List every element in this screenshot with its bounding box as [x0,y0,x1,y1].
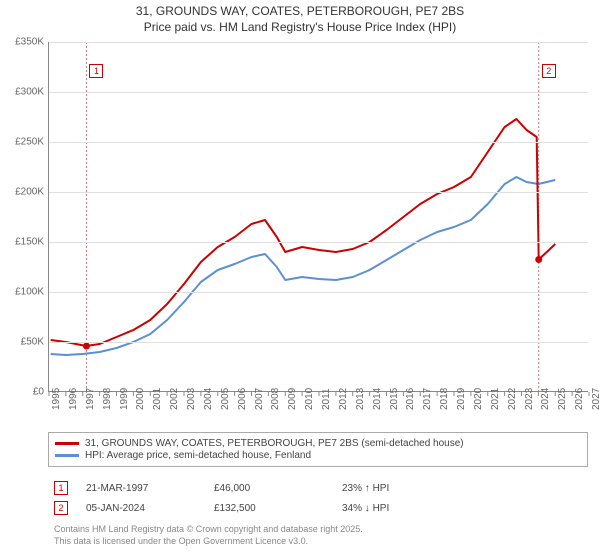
ytick-label: £150K [15,237,44,248]
marker-box-1: 1 [89,64,103,78]
xtick-label: 2005 [220,388,231,410]
xtick-label: 1995 [51,388,62,410]
legend-swatch-property [55,442,79,445]
xtick-label: 2000 [135,388,146,410]
xtick-label: 2015 [389,388,400,410]
xtick-label: 2002 [169,388,180,410]
xtick-label: 2010 [304,388,315,410]
transaction-row: 1 21-MAR-1997 £46,000 23% ↑ HPI [48,478,588,498]
chart-svg [49,42,588,391]
xtick-label: 2019 [456,388,467,410]
xtick-label: 2017 [422,388,433,410]
transaction-price: £132,500 [214,503,324,514]
xtick-label: 2024 [540,388,551,410]
xtick-label: 1998 [102,388,113,410]
chart-area [48,42,588,392]
footer-line-2: This data is licensed under the Open Gov… [54,536,582,548]
title-line-1: 31, GROUNDS WAY, COATES, PETERBOROUGH, P… [0,4,600,20]
xtick-label: 1999 [119,388,130,410]
ytick-label: £350K [15,37,44,48]
gridline [49,292,588,293]
gridline [49,342,588,343]
legend-label-hpi: HPI: Average price, semi-detached house,… [85,450,311,461]
xtick-label: 2001 [152,388,163,410]
title-line-2: Price paid vs. HM Land Registry's House … [0,20,600,36]
ytick-label: £200K [15,187,44,198]
xtick-label: 2004 [203,388,214,410]
xtick-label: 2012 [338,388,349,410]
marker-box-2: 2 [542,64,556,78]
legend-swatch-hpi [55,454,79,457]
xtick-label: 2013 [355,388,366,410]
xtick-label: 1997 [85,388,96,410]
gridline [49,142,588,143]
title-block: 31, GROUNDS WAY, COATES, PETERBOROUGH, P… [0,0,600,35]
gridline [49,242,588,243]
xtick-label: 2023 [524,388,535,410]
xtick-label: 2018 [439,388,450,410]
transaction-delta: 23% ↑ HPI [342,483,452,494]
transaction-marker: 1 [54,481,68,495]
xtick-label: 2011 [321,388,332,410]
transaction-delta: 34% ↓ HPI [342,503,452,514]
xtick-label: 2020 [473,388,484,410]
xtick-label: 2006 [237,388,248,410]
xtick-label: 1996 [68,388,79,410]
legend-row-hpi: HPI: Average price, semi-detached house,… [55,450,581,461]
footer-line-1: Contains HM Land Registry data © Crown c… [54,524,582,536]
ytick-label: £250K [15,137,44,148]
chart-container: 31, GROUNDS WAY, COATES, PETERBOROUGH, P… [0,0,600,560]
xtick-label: 2022 [507,388,518,410]
xtick-label: 2003 [186,388,197,410]
xtick-label: 2026 [574,388,585,410]
xtick-label: 2008 [270,388,281,410]
xtick-label: 2021 [490,388,501,410]
transaction-date: 05-JAN-2024 [86,503,196,514]
gridline [49,192,588,193]
legend-row-property: 31, GROUNDS WAY, COATES, PETERBOROUGH, P… [55,438,581,449]
gridline [49,42,588,43]
xtick-label: 2016 [405,388,416,410]
ytick-label: £50K [21,337,44,348]
xtick-label: 2007 [254,388,265,410]
legend-label-property: 31, GROUNDS WAY, COATES, PETERBOROUGH, P… [85,438,464,449]
footer-block: Contains HM Land Registry data © Crown c… [48,522,588,549]
xtick-label: 2014 [372,388,383,410]
xtick-label: 2027 [591,388,600,410]
transaction-date: 21-MAR-1997 [86,483,196,494]
legend-box: 31, GROUNDS WAY, COATES, PETERBOROUGH, P… [48,432,588,467]
gridline [49,92,588,93]
xtick-label: 2009 [287,388,298,410]
transaction-marker: 2 [54,501,68,515]
transaction-row: 2 05-JAN-2024 £132,500 34% ↓ HPI [48,498,588,518]
xtick-label: 2025 [557,388,568,410]
ytick-label: £0 [33,387,44,398]
ytick-label: £100K [15,287,44,298]
ytick-label: £300K [15,87,44,98]
transaction-price: £46,000 [214,483,324,494]
transaction-table: 1 21-MAR-1997 £46,000 23% ↑ HPI 2 05-JAN-2024… [48,478,588,518]
